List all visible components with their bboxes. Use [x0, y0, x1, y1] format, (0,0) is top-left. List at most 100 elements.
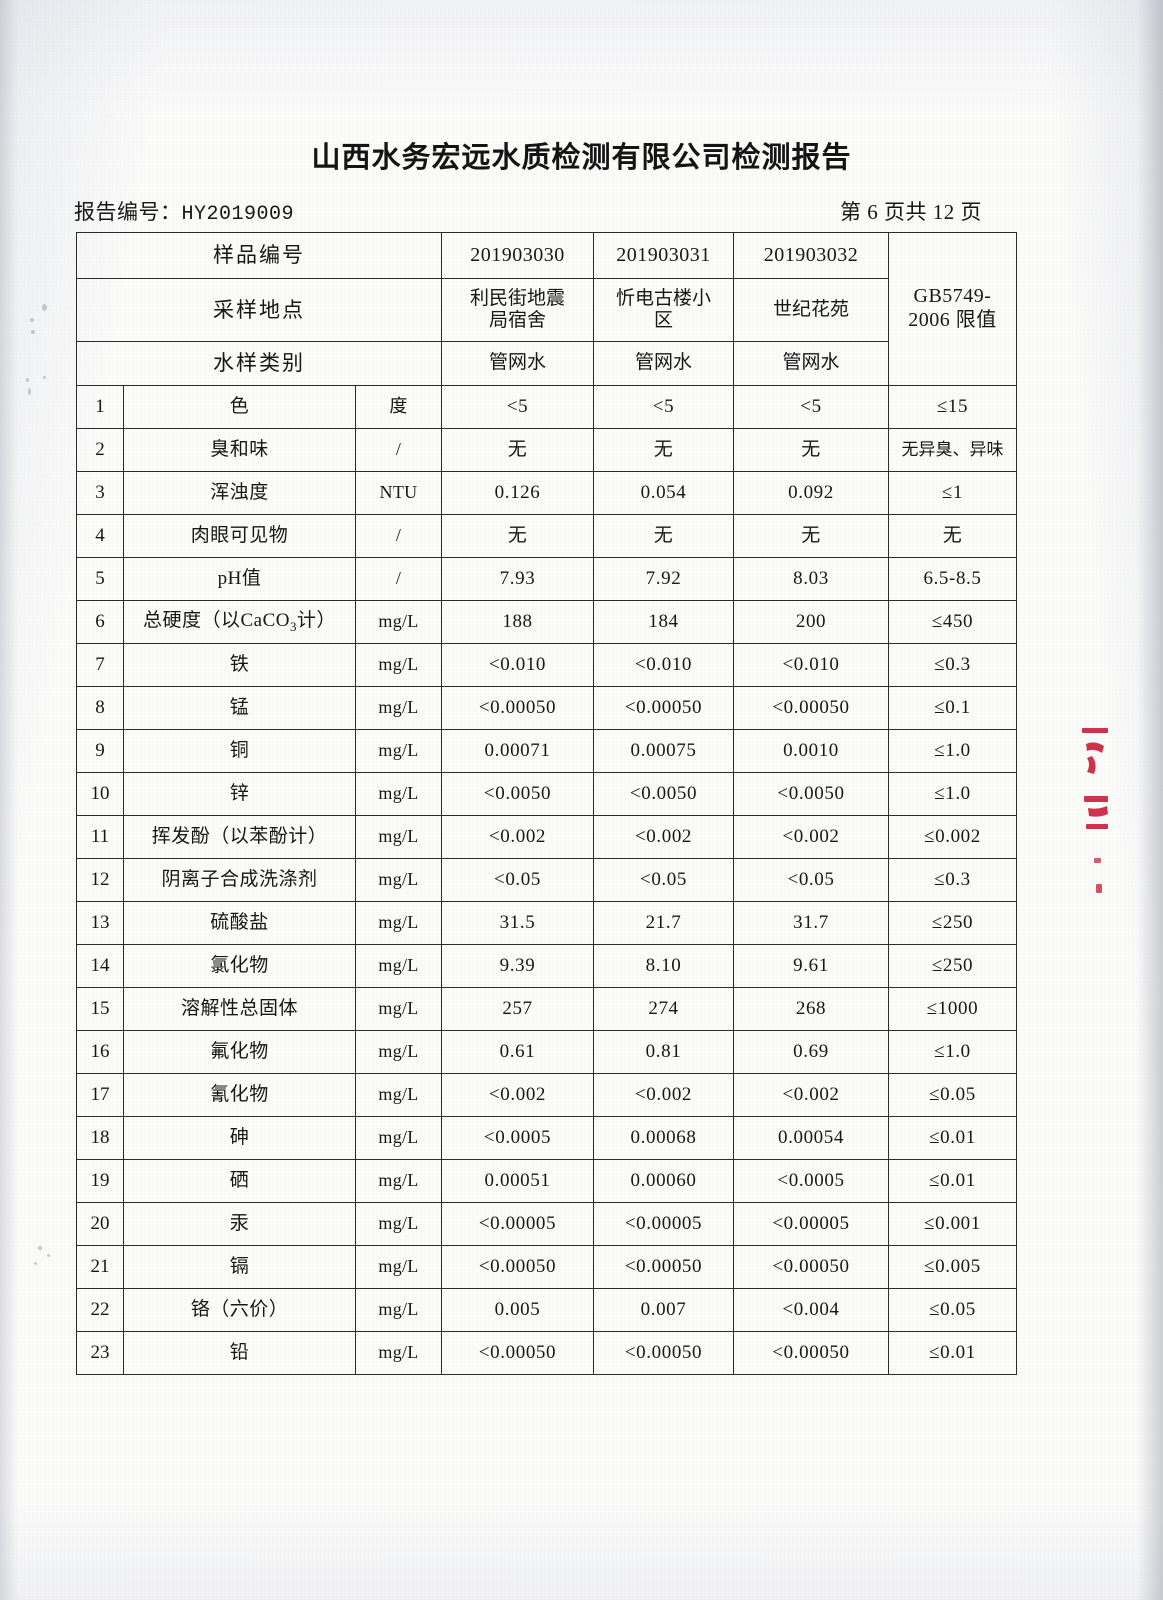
- standard-limit-value: ≤0.05: [888, 1288, 1017, 1332]
- result-value-sample-2: 0.00060: [593, 1159, 734, 1203]
- table-body: 样品编号 201903030 201903031 201903032 GB574…: [76, 232, 1017, 386]
- result-value-sample-2: 0.00068: [593, 1116, 734, 1160]
- row-index: 14: [76, 944, 124, 988]
- table-row: 1 色度 <5 <5 <5 ≤15: [76, 385, 1017, 429]
- header-label-sampling-location: 采样地点: [76, 278, 442, 342]
- result-value-sample-1: 9.39: [441, 944, 594, 988]
- result-value-sample-3: 无: [733, 428, 889, 472]
- result-value-sample-2: <0.00050: [593, 1331, 734, 1375]
- parameter-name: 氯化物: [123, 944, 356, 988]
- result-value-sample-3: 0.0010: [733, 729, 889, 773]
- standard-limit-value: ≤15: [888, 385, 1017, 429]
- table-row: 13 硫酸盐 mg/L 31.5 21.7 31.7 ≤250: [76, 901, 1017, 945]
- scan-speck: [31, 330, 35, 334]
- water-quality-results-table: 样品编号 201903030 201903031 201903032 GB574…: [76, 232, 1017, 1375]
- row-index: 17: [76, 1073, 124, 1117]
- parameter-unit: mg/L: [355, 1245, 442, 1289]
- table-row: 20 汞 mg/L <0.00005 <0.00005 <0.00005 ≤0.001: [76, 1202, 1017, 1246]
- parameter-unit: mg/L: [355, 1073, 442, 1117]
- result-value-sample-3: 无: [733, 514, 889, 558]
- parameter-name: 氰化物: [123, 1073, 356, 1117]
- row-index: 8: [76, 686, 124, 730]
- result-value-sample-1: 188: [441, 600, 594, 644]
- parameter-name: 氟化物: [123, 1030, 356, 1074]
- row-index: 5: [76, 557, 124, 601]
- result-value-sample-2: 8.10: [593, 944, 734, 988]
- parameter-unit: mg/L: [355, 772, 442, 816]
- sample-water-type-1: 管网水: [441, 341, 594, 386]
- row-index: 2: [76, 428, 124, 472]
- parameter-unit: 度: [355, 385, 442, 429]
- parameter-unit: mg/L: [355, 944, 442, 988]
- result-value-sample-1: 无: [441, 514, 594, 558]
- result-value-sample-1: 0.126: [441, 471, 594, 515]
- sample-code-2: 201903031: [593, 232, 734, 279]
- table-row: 21 镉 mg/L <0.00050 <0.00050 <0.00050 ≤0.005: [76, 1245, 1017, 1289]
- result-value-sample-3: 8.03: [733, 557, 889, 601]
- parameter-unit: /: [355, 514, 442, 558]
- row-index: 15: [76, 987, 124, 1031]
- parameter-name: 肉眼可见物: [123, 514, 356, 558]
- result-value-sample-3: 200: [733, 600, 889, 644]
- result-value-sample-1: <0.010: [441, 643, 594, 687]
- standard-limit-value: ≤0.05: [888, 1073, 1017, 1117]
- result-value-sample-1: <0.002: [441, 1073, 594, 1117]
- result-value-sample-3: <0.0005: [733, 1159, 889, 1203]
- right-edge-shadow: [1137, 0, 1163, 1600]
- result-value-sample-3: <0.002: [733, 815, 889, 859]
- row-index: 22: [76, 1288, 124, 1332]
- row-index: 7: [76, 643, 124, 687]
- parameter-name: 硫酸盐: [123, 901, 356, 945]
- table-row: 9 铜 mg/L 0.00071 0.00075 0.0010 ≤1.0: [76, 729, 1017, 773]
- table-row: 19 硒 mg/L 0.00051 0.00060 <0.0005 ≤0.01: [76, 1159, 1017, 1203]
- result-value-sample-2: <5: [593, 385, 734, 429]
- header-row-sampling-location: 采样地点 利民街地震 局宿舍 忻电古楼小 区 世纪花苑: [76, 278, 1017, 342]
- parameter-name: 色: [123, 385, 356, 429]
- header-label-sample-number: 样品编号: [76, 232, 442, 279]
- parameter-name: 锌: [123, 772, 356, 816]
- sample-location-3-line1: 世纪花苑: [772, 298, 849, 320]
- parameter-unit: mg/L: [355, 1202, 442, 1246]
- parameter-name: 铅: [123, 1331, 356, 1375]
- scan-speck: [38, 1246, 42, 1250]
- sample-code-1: 201903030: [441, 232, 594, 279]
- result-value-sample-3: <0.00050: [733, 686, 889, 730]
- standard-limit-value: ≤1000: [888, 987, 1017, 1031]
- result-value-sample-3: 0.69: [733, 1030, 889, 1074]
- parameter-unit: mg/L: [355, 987, 442, 1031]
- table-row: 3 浑浊度 NTU 0.126 0.054 0.092 ≤1: [76, 471, 1017, 515]
- scan-speck: [47, 1254, 50, 1257]
- result-value-sample-1: <0.00050: [441, 1331, 594, 1375]
- parameter-name: 铬（六价）: [123, 1288, 356, 1332]
- table-row: 16 氟化物 mg/L 0.61 0.81 0.69 ≤1.0: [76, 1030, 1017, 1074]
- result-value-sample-1: 31.5: [441, 901, 594, 945]
- row-index: 4: [76, 514, 124, 558]
- result-value-sample-1: 0.005: [441, 1288, 594, 1332]
- result-value-sample-1: <0.0050: [441, 772, 594, 816]
- standard-limit-value: ≤0.1: [888, 686, 1017, 730]
- result-value-sample-3: <0.00050: [733, 1245, 889, 1289]
- standard-limit-value: ≤0.3: [888, 858, 1017, 902]
- standard-limit-value: 6.5-8.5: [888, 557, 1017, 601]
- scan-speck: [26, 378, 29, 382]
- table-row: 17 氰化物 mg/L <0.002 <0.002 <0.002 ≤0.05: [76, 1073, 1017, 1117]
- result-value-sample-1: <0.0005: [441, 1116, 594, 1160]
- sample-location-1-line2: 局宿舍: [488, 310, 546, 331]
- result-value-sample-1: 257: [441, 987, 594, 1031]
- result-value-sample-3: <0.0050: [733, 772, 889, 816]
- result-value-sample-1: 0.00051: [441, 1159, 594, 1203]
- result-value-sample-2: 184: [593, 600, 734, 644]
- standard-limit-header: GB5749- 2006 限值: [888, 232, 1017, 386]
- parameter-name: 砷: [123, 1116, 356, 1160]
- row-index: 21: [76, 1245, 124, 1289]
- result-value-sample-3: <0.00050: [733, 1331, 889, 1375]
- result-value-sample-2: 7.92: [593, 557, 734, 601]
- result-value-sample-1: <0.05: [441, 858, 594, 902]
- left-edge-shadow: [0, 0, 18, 1600]
- scan-speck: [43, 376, 46, 379]
- parameter-unit: mg/L: [355, 600, 442, 644]
- report-meta-line: 报告编号：HY2019009 第 6 页共 12 页: [74, 196, 1018, 226]
- parameter-unit: mg/L: [355, 901, 442, 945]
- result-value-sample-1: <0.002: [441, 815, 594, 859]
